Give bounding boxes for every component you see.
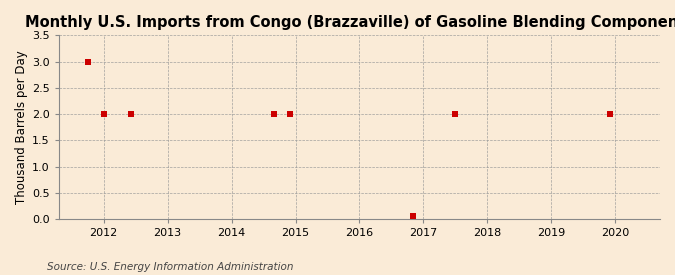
Y-axis label: Thousand Barrels per Day: Thousand Barrels per Day bbox=[15, 50, 28, 204]
Point bbox=[285, 112, 296, 116]
Point bbox=[605, 112, 616, 116]
Title: Monthly U.S. Imports from Congo (Brazzaville) of Gasoline Blending Components: Monthly U.S. Imports from Congo (Brazzav… bbox=[25, 15, 675, 30]
Point bbox=[407, 214, 418, 219]
Text: Source: U.S. Energy Information Administration: Source: U.S. Energy Information Administ… bbox=[47, 262, 294, 272]
Point bbox=[269, 112, 280, 116]
Point bbox=[450, 112, 461, 116]
Point bbox=[99, 112, 109, 116]
Point bbox=[125, 112, 136, 116]
Point bbox=[82, 59, 93, 64]
